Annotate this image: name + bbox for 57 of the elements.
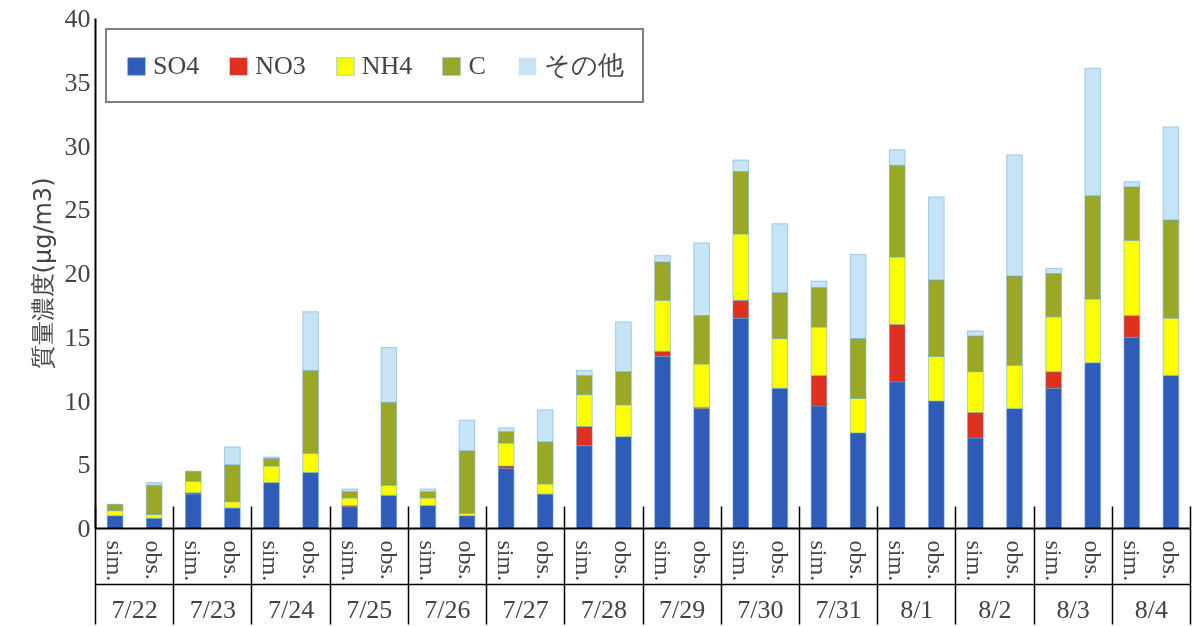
text: 8/4 — [1134, 594, 1169, 624]
text: 8/2 — [978, 594, 1012, 624]
x-tick-label: sim. — [258, 540, 285, 582]
x-tick-label: sim. — [884, 540, 911, 582]
text: 7/24 — [267, 594, 315, 624]
x-tick-label: sim. — [180, 540, 207, 582]
y-tick-label: 25 — [64, 195, 91, 225]
text: 7/25 — [346, 594, 393, 624]
text: 7/22 — [111, 594, 158, 624]
x-tick-label: sim. — [805, 540, 832, 582]
y-axis-title: 質量濃度(μg/m3) — [28, 177, 57, 370]
x-tick-label: sim. — [1118, 540, 1145, 582]
text: 7/29 — [659, 594, 706, 624]
text: 8/3 — [1056, 594, 1090, 624]
legend-label: C — [468, 50, 487, 81]
x-tick-label: sim. — [727, 540, 754, 582]
text: 7/26 — [424, 594, 471, 624]
x-tick-label: obs. — [454, 540, 481, 580]
x-tick-label: obs. — [766, 540, 793, 580]
x-tick-label: sim. — [336, 540, 363, 582]
x-tick-label: sim. — [649, 540, 676, 582]
x-tick-label: obs. — [532, 540, 559, 580]
x-tick-label: obs. — [923, 540, 950, 580]
x-tick-label: obs. — [610, 540, 637, 580]
x-tick-label: sim. — [493, 540, 520, 582]
x-tick-label: obs. — [375, 540, 402, 580]
x-tick-label: obs. — [845, 540, 872, 580]
x-tick-label: obs. — [297, 540, 324, 580]
x-tick-label: obs. — [219, 540, 246, 580]
text: 7/27 — [502, 594, 549, 624]
y-tick-label: 10 — [64, 386, 91, 416]
y-tick-label: 20 — [64, 259, 91, 288]
x-tick-label: obs. — [688, 540, 715, 580]
legend-label: SO4 — [153, 50, 200, 81]
x-tick-label: sim. — [414, 540, 441, 582]
y-tick-label: 35 — [64, 67, 91, 97]
legend-label: NO3 — [255, 50, 306, 81]
y-tick-label: 40 — [64, 4, 91, 33]
x-tick-label: sim. — [962, 540, 989, 582]
x-tick-label: sim. — [571, 540, 598, 582]
x-tick-label: obs. — [1157, 540, 1184, 580]
x-tick-label: obs. — [1079, 540, 1106, 580]
text: 7/30 — [737, 594, 784, 624]
text: 7/31 — [815, 594, 862, 624]
x-tick-label: sim. — [102, 540, 129, 582]
y-tick-label: 5 — [77, 450, 91, 480]
legend-label: NH4 — [361, 50, 413, 81]
text: 7/23 — [189, 594, 236, 624]
y-tick-label: 0 — [77, 514, 91, 543]
legend-label: その他 — [544, 50, 625, 82]
x-tick-label: obs. — [141, 540, 168, 580]
x-tick-label: sim. — [1040, 540, 1067, 582]
y-tick-label: 15 — [64, 322, 91, 352]
text: 8/1 — [900, 594, 934, 624]
y-tick-label: 30 — [64, 131, 91, 161]
text: 7/28 — [580, 594, 628, 624]
x-tick-label: obs. — [1001, 540, 1028, 580]
